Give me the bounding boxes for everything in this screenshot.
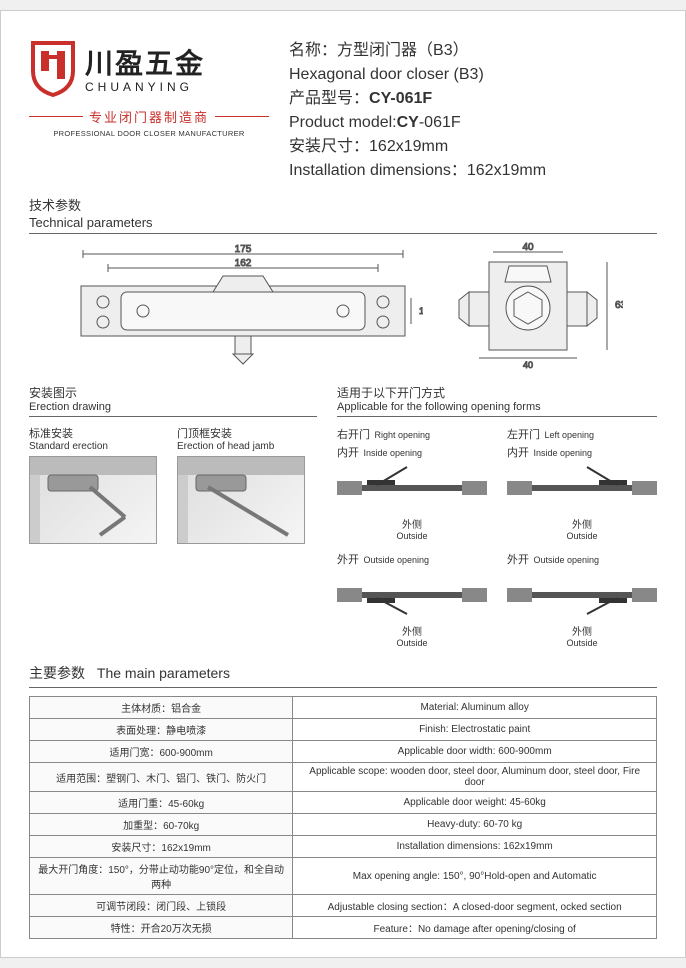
product-spec-page: 川盈五金 CHUANYING 专业闭门器制造商 PROFESSIONAL DOO… bbox=[0, 10, 686, 958]
divider bbox=[29, 233, 657, 234]
param-cn: 适用门宽：600-900mm bbox=[30, 741, 293, 763]
table-row: 特性：开合20万次无损Feature：No damage after openi… bbox=[30, 917, 657, 939]
applicable-title: 适用于以下开门方式 Applicable for the following o… bbox=[337, 384, 657, 413]
svg-text:162: 162 bbox=[235, 258, 252, 269]
tagline: 专业闭门器制造商 bbox=[29, 107, 269, 126]
install-label-cn: 安装尺寸： bbox=[289, 138, 369, 155]
param-en: Feature：No damage after opening/closing … bbox=[293, 917, 657, 939]
name-en: Hexagonal door closer (B3) bbox=[289, 63, 657, 87]
tagline-cn: 专业闭门器制造商 bbox=[89, 107, 209, 126]
parameters-table: 主体材质：铝合金Material: Aluminum alloy表面处理：静电喷… bbox=[29, 696, 657, 939]
param-en: Finish: Electrostatic paint bbox=[293, 719, 657, 741]
svg-text:175: 175 bbox=[235, 244, 252, 255]
param-cn: 主体材质：铝合金 bbox=[30, 697, 293, 719]
erection-item: 门顶框安装Erection of head jamb bbox=[177, 425, 307, 544]
param-en: Material: Aluminum alloy bbox=[293, 697, 657, 719]
table-row: 加重型：60-70kgHeavy-duty: 60-70 kg bbox=[30, 814, 657, 836]
door-opening-item: 外开 Outside opening 外侧Outside bbox=[507, 550, 657, 649]
svg-text:63: 63 bbox=[615, 300, 623, 311]
param-en: Applicable door width: 600-900mm bbox=[293, 741, 657, 763]
table-row: 主体材质：铝合金Material: Aluminum alloy bbox=[30, 697, 657, 719]
product-info: 名称：方型闭门器（B3） Hexagonal door closer (B3) … bbox=[289, 39, 657, 183]
brand-name-cn: 川盈五金 bbox=[85, 42, 205, 82]
erection-title: 安装图示 Erection drawing bbox=[29, 384, 317, 413]
param-en: Heavy-duty: 60-70 kg bbox=[293, 814, 657, 836]
door-opening-item: 右开门 Right opening 内开 Inside opening 外侧Ou… bbox=[337, 425, 487, 542]
table-row: 可调节闭段：闭门段、上锁段Adjustable closing section：… bbox=[30, 895, 657, 917]
param-en: Installation dimensions: 162x19mm bbox=[293, 836, 657, 858]
front-view-drawing: 175 162 19 bbox=[63, 242, 423, 372]
install-cn: 162x19mm bbox=[369, 138, 448, 155]
model-label-cn: 产品型号： bbox=[289, 90, 369, 107]
model-rest2: -061F bbox=[419, 114, 461, 131]
table-row: 适用门重：45-60kgApplicable door weight: 45-6… bbox=[30, 792, 657, 814]
model-bold2: CY bbox=[397, 114, 419, 131]
tech-params-title: 技术参数 Technical parameters bbox=[29, 195, 657, 230]
side-view-drawing: 40 63 40 bbox=[453, 242, 623, 372]
model-rest: -061F bbox=[390, 90, 432, 107]
svg-text:19: 19 bbox=[419, 306, 423, 316]
param-en: Max opening angle: 150°, 90°Hold-open an… bbox=[293, 858, 657, 895]
name-cn: 方型闭门器（B3） bbox=[337, 42, 469, 59]
param-en: Adjustable closing section：A closed-door… bbox=[293, 895, 657, 917]
table-row: 适用范围：塑钢门、木门、铝门、铁门、防火门Applicable scope: w… bbox=[30, 763, 657, 792]
param-cn: 适用范围：塑钢门、木门、铝门、铁门、防火门 bbox=[30, 763, 293, 792]
model-bold: CY bbox=[369, 90, 390, 107]
door-opening-item: 左开门 Left opening 内开 Inside opening 外侧Out… bbox=[507, 425, 657, 542]
erection-item: 标准安装Standard erection bbox=[29, 425, 159, 544]
param-cn: 适用门重：45-60kg bbox=[30, 792, 293, 814]
name-label-cn: 名称： bbox=[289, 42, 337, 59]
svg-text:40: 40 bbox=[523, 360, 533, 370]
param-cn: 特性：开合20万次无损 bbox=[30, 917, 293, 939]
table-row: 适用门宽：600-900mmApplicable door width: 600… bbox=[30, 741, 657, 763]
table-row: 安装尺寸：162x19mmInstallation dimensions: 16… bbox=[30, 836, 657, 858]
tagline-en: PROFESSIONAL DOOR CLOSER MANUFACTURER bbox=[29, 129, 269, 138]
model-label-en: Product model: bbox=[289, 114, 397, 131]
param-cn: 安装尺寸：162x19mm bbox=[30, 836, 293, 858]
table-row: 表面处理：静电喷漆Finish: Electrostatic paint bbox=[30, 719, 657, 741]
brand-shield-icon bbox=[29, 39, 77, 97]
technical-drawing: 175 162 19 40 bbox=[29, 242, 657, 372]
svg-text:40: 40 bbox=[522, 242, 534, 253]
install-en: 162x19mm bbox=[467, 162, 546, 179]
logo-block: 川盈五金 CHUANYING 专业闭门器制造商 PROFESSIONAL DOO… bbox=[29, 39, 269, 183]
erection-section: 安装图示 Erection drawing 标准安装Standard erect… bbox=[29, 384, 657, 649]
install-label-en: Installation dimensions： bbox=[289, 162, 467, 179]
param-cn: 可调节闭段：闭门段、上锁段 bbox=[30, 895, 293, 917]
param-cn: 最大开门角度：150°，分带止动功能90°定位，和全自动两种 bbox=[30, 858, 293, 895]
brand-name-en: CHUANYING bbox=[85, 80, 205, 94]
param-cn: 表面处理：静电喷漆 bbox=[30, 719, 293, 741]
param-en: Applicable door weight: 45-60kg bbox=[293, 792, 657, 814]
param-en: Applicable scope: wooden door, steel doo… bbox=[293, 763, 657, 792]
table-row: 最大开门角度：150°，分带止动功能90°定位，和全自动两种Max openin… bbox=[30, 858, 657, 895]
main-params-title: 主要参数 The main parameters bbox=[29, 663, 657, 683]
header: 川盈五金 CHUANYING 专业闭门器制造商 PROFESSIONAL DOO… bbox=[29, 39, 657, 183]
param-cn: 加重型：60-70kg bbox=[30, 814, 293, 836]
door-opening-item: 外开 Outside opening 外侧Outside bbox=[337, 550, 487, 649]
